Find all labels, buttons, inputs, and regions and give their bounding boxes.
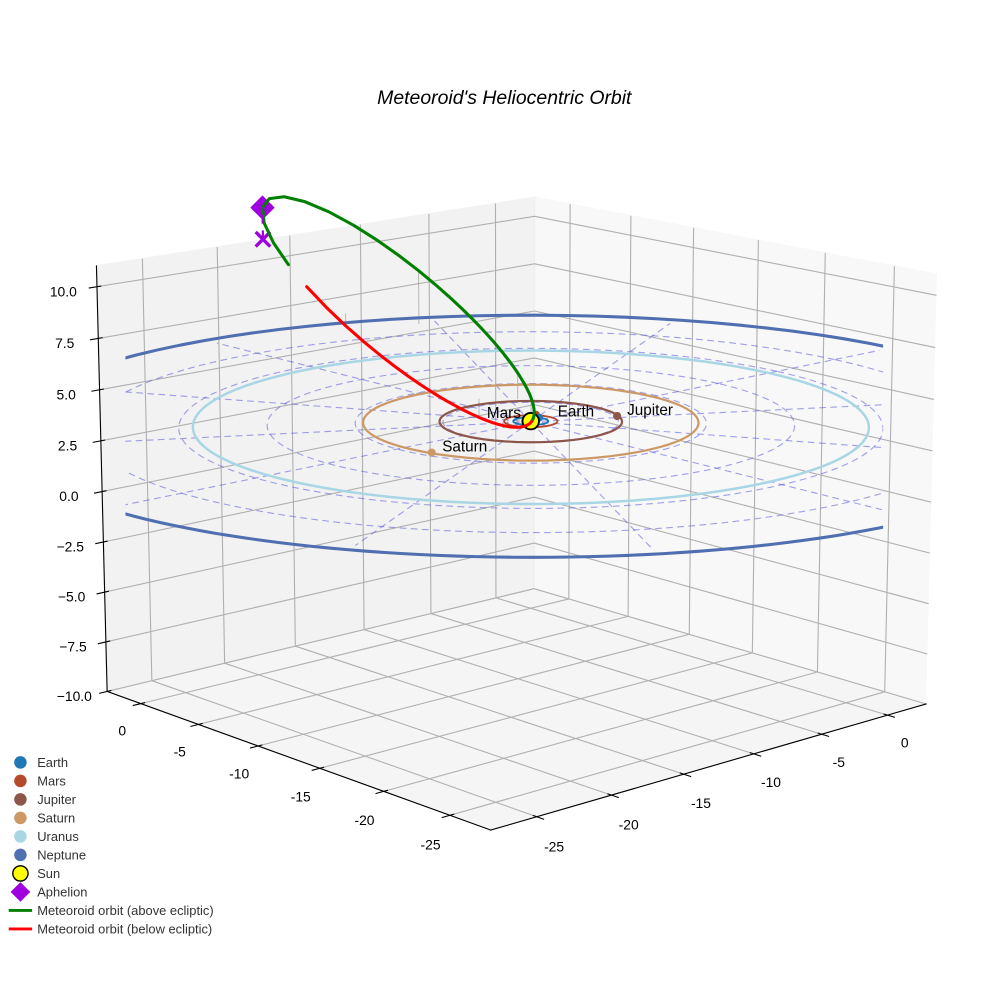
svg-text:Saturn: Saturn — [442, 438, 487, 455]
svg-text:-5: -5 — [833, 754, 846, 770]
svg-text:5.0: 5.0 — [57, 386, 77, 402]
svg-text:-15: -15 — [691, 795, 711, 811]
svg-text:−10.0: −10.0 — [57, 688, 92, 704]
svg-text:Jupiter: Jupiter — [37, 792, 76, 807]
svg-text:Sun: Sun — [37, 866, 60, 881]
svg-text:Aphelion: Aphelion — [37, 884, 87, 899]
svg-text:Earth: Earth — [558, 403, 595, 420]
svg-text:Mars: Mars — [37, 773, 66, 788]
svg-text:Meteoroid orbit (above eclipti: Meteoroid orbit (above ecliptic) — [37, 903, 213, 918]
svg-text:-25: -25 — [421, 836, 441, 852]
svg-text:Earth: Earth — [37, 755, 68, 770]
svg-text:Jupiter: Jupiter — [627, 402, 673, 419]
svg-text:0.0: 0.0 — [59, 488, 79, 504]
svg-text:−2.5: −2.5 — [57, 539, 85, 555]
svg-text:Meteoroid's Heliocentric Orbit: Meteoroid's Heliocentric Orbit — [377, 87, 633, 109]
svg-text:-20: -20 — [619, 816, 639, 832]
svg-text:-10: -10 — [229, 766, 249, 782]
svg-text:0: 0 — [901, 735, 909, 751]
svg-text:2.5: 2.5 — [58, 437, 78, 453]
svg-text:10.0: 10.0 — [50, 283, 77, 299]
svg-text:Mars: Mars — [487, 405, 521, 422]
svg-text:0: 0 — [118, 722, 126, 738]
svg-text:Neptune: Neptune — [37, 847, 86, 862]
svg-text:-5: -5 — [174, 744, 187, 760]
svg-text:Saturn: Saturn — [37, 810, 75, 825]
svg-text:−7.5: −7.5 — [59, 639, 87, 655]
svg-text:−5.0: −5.0 — [58, 589, 86, 605]
svg-text:-25: -25 — [544, 838, 564, 854]
svg-text:-10: -10 — [761, 774, 781, 790]
svg-text:-20: -20 — [354, 812, 374, 828]
svg-text:-15: -15 — [291, 788, 311, 804]
svg-text:7.5: 7.5 — [55, 335, 75, 351]
svg-text:Meteoroid orbit (below eclipti: Meteoroid orbit (below ecliptic) — [37, 921, 212, 936]
svg-text:Uranus: Uranus — [37, 829, 79, 844]
